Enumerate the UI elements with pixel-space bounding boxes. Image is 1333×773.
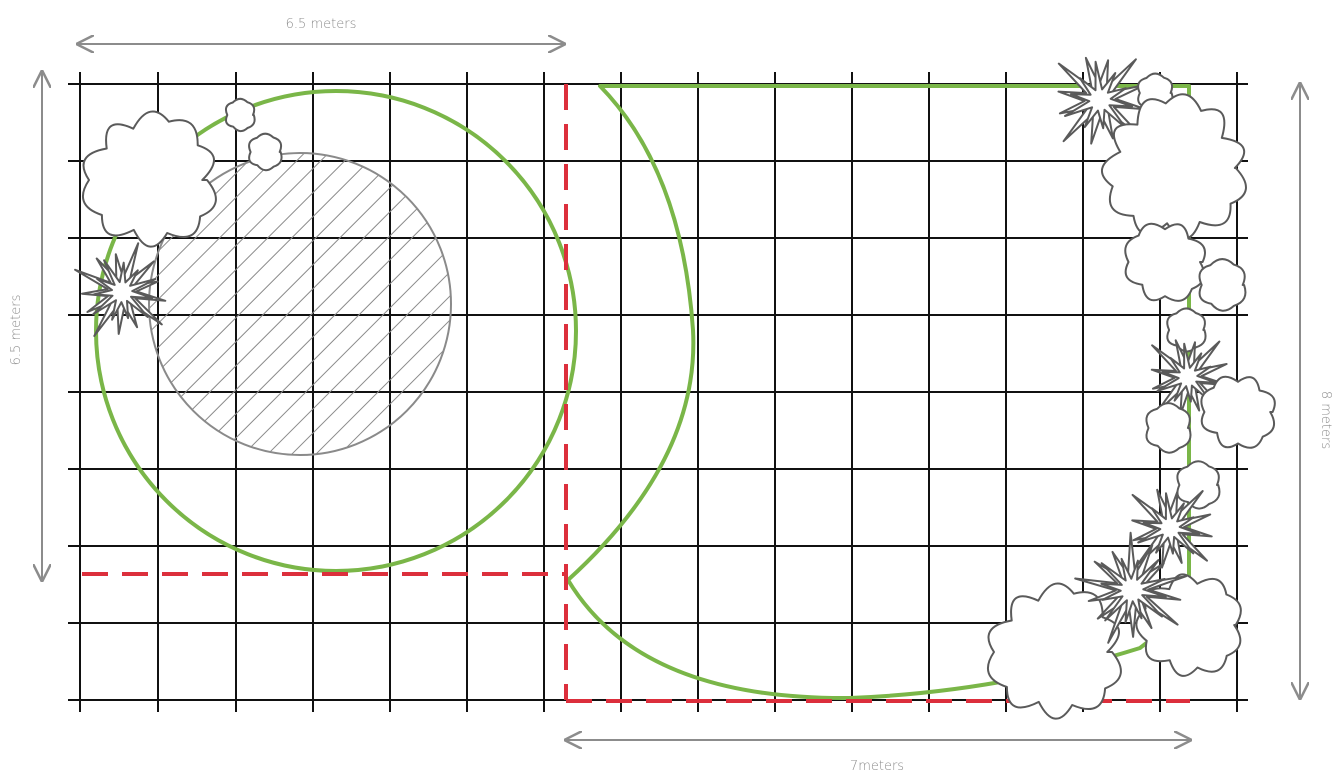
spiky-plant-icon: [92, 259, 157, 321]
spiky-plant-icon: [1156, 342, 1217, 403]
plant-symbols: [74, 56, 1276, 720]
top-dimension-label: 6.5 meters: [286, 17, 357, 32]
right-dimension-label: 8 meters: [1318, 391, 1333, 449]
cloud-shrub-icon: [1135, 573, 1242, 677]
cloud-shrub-icon: [986, 582, 1122, 720]
small-cloud-shrub-icon: [248, 132, 283, 172]
cloud-shrub-icon: [81, 110, 217, 248]
small-cloud-shrub-icon: [1145, 402, 1192, 454]
dimension-arrows: [42, 44, 1300, 740]
cloud-shrub-icon: [1200, 375, 1276, 449]
small-cloud-shrub-icon: [1176, 460, 1221, 510]
cloud-shrub-icon: [1124, 222, 1206, 302]
small-cloud-shrub-icon: [1166, 307, 1207, 353]
hatched-paved-area: [148, 152, 452, 456]
cloud-shrub-icon: [1101, 93, 1247, 240]
bottom-dimension-label: 7meters: [850, 759, 904, 773]
small-cloud-shrub-icon: [224, 97, 256, 133]
right-lawn-boundary: [566, 84, 1191, 701]
spiky-plant-icon: [1064, 60, 1134, 130]
left-dimension-label: 6.5 meters: [9, 295, 24, 366]
spiky-plant-icon: [1100, 557, 1167, 624]
small-cloud-shrub-icon: [1198, 258, 1247, 312]
spiky-plant-icon: [1137, 492, 1201, 555]
